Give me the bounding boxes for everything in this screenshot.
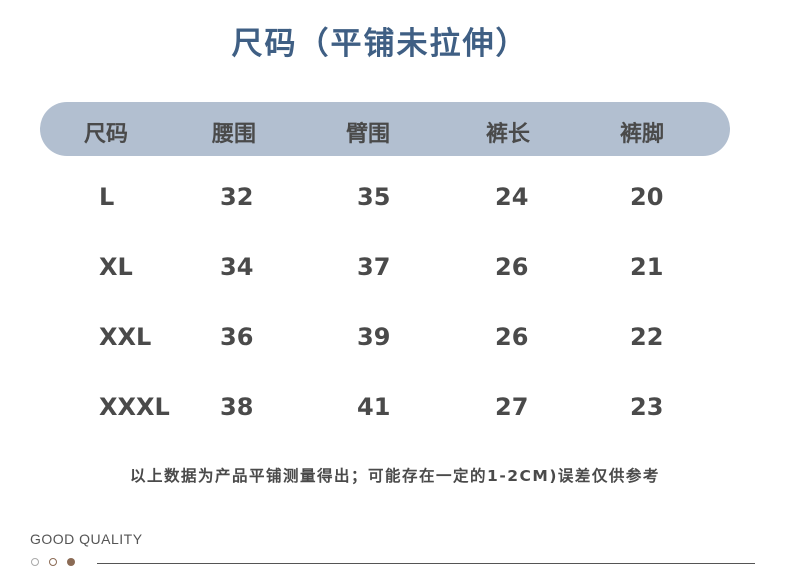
table-cell-length: 27 bbox=[495, 393, 529, 421]
table-cell-arm: 35 bbox=[357, 183, 391, 211]
table-cell-length: 26 bbox=[495, 253, 529, 281]
table-cell-arm: 41 bbox=[357, 393, 391, 421]
table-cell-length: 26 bbox=[495, 323, 529, 351]
table-cell-waist: 38 bbox=[220, 393, 254, 421]
table-cell-waist: 34 bbox=[220, 253, 254, 281]
page-title: 尺码（平铺未拉伸） bbox=[231, 26, 529, 62]
footer-dot-filled-icon bbox=[67, 558, 75, 566]
header-size: 尺码 bbox=[84, 122, 129, 147]
table-cell-arm: 37 bbox=[357, 253, 391, 281]
table-cell-size: XXL bbox=[99, 323, 152, 351]
table-cell-size: XL bbox=[99, 253, 133, 281]
header-waist: 腰围 bbox=[212, 122, 257, 147]
footer-dot-outline-brown-icon bbox=[49, 558, 57, 566]
table-cell-hem: 23 bbox=[630, 393, 664, 421]
header-hem: 裤脚 bbox=[620, 122, 665, 147]
table-cell-hem: 22 bbox=[630, 323, 664, 351]
footer-tagline: GOOD QUALITY bbox=[30, 531, 143, 547]
table-cell-hem: 21 bbox=[630, 253, 664, 281]
footer-divider bbox=[97, 563, 755, 564]
table-cell-size: L bbox=[99, 183, 115, 211]
table-header-bar bbox=[40, 102, 730, 156]
footer-dot-outline-icon bbox=[31, 558, 39, 566]
header-arm: 臂围 bbox=[346, 122, 391, 147]
table-cell-length: 24 bbox=[495, 183, 529, 211]
measurement-note: 以上数据为产品平铺测量得出；可能存在一定的1-2CM)误差仅供参考 bbox=[130, 467, 660, 485]
table-cell-arm: 39 bbox=[357, 323, 391, 351]
table-cell-hem: 20 bbox=[630, 183, 664, 211]
header-length: 裤长 bbox=[486, 122, 531, 147]
table-cell-size: XXXL bbox=[99, 393, 170, 421]
table-cell-waist: 36 bbox=[220, 323, 254, 351]
table-cell-waist: 32 bbox=[220, 183, 254, 211]
